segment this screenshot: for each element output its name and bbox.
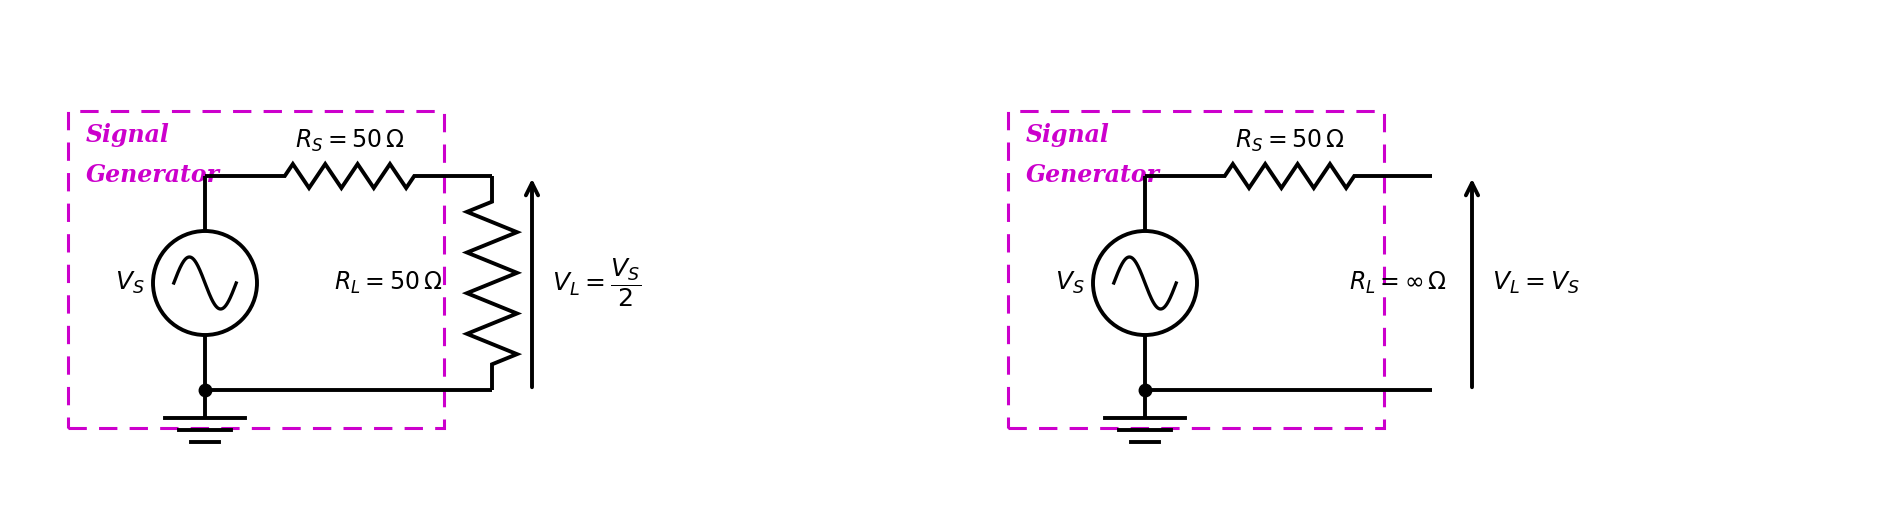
Text: $R_S = 50\,\Omega$: $R_S = 50\,\Omega$: [1234, 128, 1345, 154]
Text: Generator: Generator: [1025, 163, 1161, 187]
Text: $R_S = 50\,\Omega$: $R_S = 50\,\Omega$: [295, 128, 404, 154]
Text: $V_L = V_S$: $V_L = V_S$: [1491, 270, 1579, 296]
Text: $V_S$: $V_S$: [115, 270, 145, 296]
Text: $R_L = 50\,\Omega$: $R_L = 50\,\Omega$: [334, 270, 441, 296]
Text: $R_L = \infty\,\Omega$: $R_L = \infty\,\Omega$: [1348, 270, 1448, 296]
Text: Generator: Generator: [86, 163, 220, 187]
Text: Signal: Signal: [86, 123, 169, 147]
Text: Signal: Signal: [1025, 123, 1110, 147]
Text: $V_S$: $V_S$: [1055, 270, 1085, 296]
Text: $V_L = \dfrac{V_S}{2}$: $V_L = \dfrac{V_S}{2}$: [552, 257, 640, 309]
